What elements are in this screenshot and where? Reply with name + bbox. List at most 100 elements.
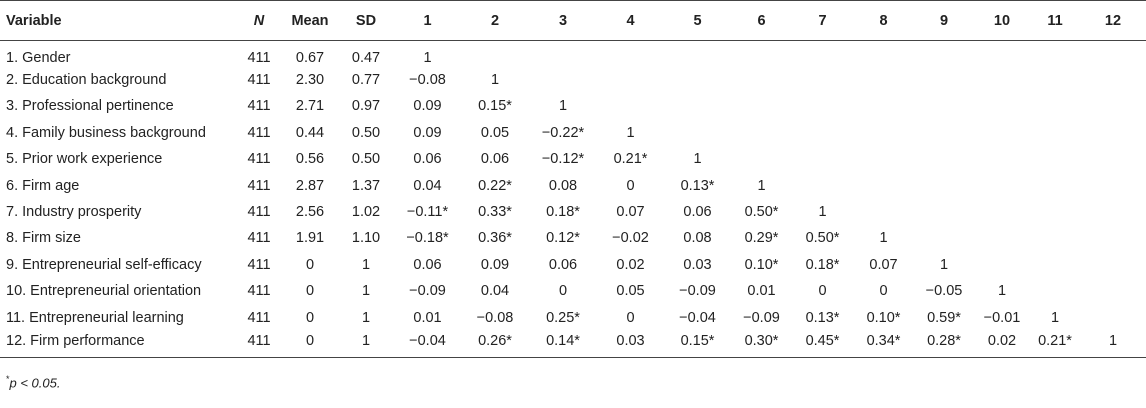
variable-name-cell: 5. Prior work experience	[6, 151, 163, 168]
table-row: 11. Entrepreneurial learning 411 0 1 0.01 −0.…	[0, 304, 1146, 330]
table-cell: 0.97	[351, 98, 381, 115]
table-cell: 0.50*	[744, 204, 779, 221]
table-cell: 0	[818, 283, 827, 300]
column-header: SD	[338, 0, 394, 41]
table-cell: 0.05	[616, 283, 645, 300]
table-row: 12. Firm performance 411 0 1 −0.04 0.26* 0.14*…	[0, 330, 1146, 358]
variable-name-cell: 6. Firm age	[6, 177, 80, 194]
table-cell: 0.10*	[744, 256, 779, 273]
table-cell: 0.30*	[731, 330, 792, 358]
table-cell: 0.67	[295, 49, 325, 66]
table-cell	[1080, 120, 1146, 146]
table-cell	[853, 199, 914, 225]
table-cell: 0	[305, 283, 315, 300]
table-cell	[1030, 252, 1080, 278]
table-cell: 0.09	[480, 256, 510, 273]
table-cell: 1	[879, 230, 888, 247]
table-cell: 0	[558, 283, 568, 300]
table-cell: 0.50	[351, 124, 381, 141]
table-cell	[597, 93, 664, 119]
table-cell: 0.59*	[927, 309, 961, 326]
table-cell: −0.01	[983, 309, 1021, 326]
table-cell	[731, 93, 792, 119]
table-cell	[792, 120, 853, 146]
table-cell: 0.02	[616, 256, 645, 273]
table-cell: 411	[247, 230, 271, 247]
table-cell	[792, 146, 853, 172]
table-row: 10. Entrepreneurial orientation 411 0 1 −0.0…	[0, 278, 1146, 304]
table-cell: 2.30	[295, 72, 325, 89]
column-header: 6	[731, 0, 792, 41]
table-cell: 0.44	[295, 124, 325, 141]
table-cell: −0.02	[612, 230, 649, 247]
table-cell	[1030, 67, 1080, 93]
table-cell: 1	[361, 283, 371, 300]
table-cell: 411	[247, 283, 271, 300]
table-cell: 0.45*	[792, 330, 853, 358]
table-cell: 0.09	[413, 124, 442, 141]
table-cell	[853, 120, 914, 146]
table-cell: −0.09	[743, 309, 780, 326]
table-cell: 411	[247, 49, 271, 66]
variable-name-cell: 10. Entrepreneurial orientation	[6, 283, 202, 300]
table-cell: 0.07	[616, 204, 645, 221]
variable-name-cell: 7. Industry prosperity	[6, 204, 142, 221]
table-cell: 0	[626, 309, 635, 326]
table-cell	[664, 41, 731, 67]
table-cell	[853, 41, 914, 67]
table-row: 2. Education background 411 2.30 0.77 −0.08 1	[0, 67, 1146, 93]
table-cell: 0.28*	[914, 330, 974, 358]
table-cell	[597, 67, 664, 93]
table-cell: 1	[1080, 330, 1146, 358]
table-cell	[1030, 93, 1080, 119]
table-cell: 0.18*	[805, 256, 840, 273]
table-cell	[974, 252, 1030, 278]
column-header: 4	[597, 0, 664, 41]
table-cell: 1.37	[351, 177, 381, 194]
table-cell: 0.50*	[805, 230, 840, 247]
variable-name-cell: 3. Professional pertinence	[6, 98, 174, 115]
table-row: 5. Prior work experience 411 0.56 0.50 0.06 0…	[0, 146, 1146, 172]
table-row: 7. Industry prosperity 411 2.56 1.02 −0.11* 0…	[0, 199, 1146, 225]
table-cell: 1	[558, 98, 568, 115]
table-cell: 0.08	[683, 230, 712, 247]
table-cell: 0.07	[869, 256, 898, 273]
table-cell	[731, 146, 792, 172]
table-cell: 0.01	[747, 283, 776, 300]
footnote-star: *	[6, 374, 10, 384]
table-cell: 0.03	[683, 256, 712, 273]
table-footnote: *p < 0.05.	[6, 374, 60, 390]
table-cell	[1080, 67, 1146, 93]
table-cell	[1030, 278, 1080, 304]
column-header: 10	[974, 0, 1030, 41]
table-cell: 2.71	[295, 98, 325, 115]
table-cell: −0.22*	[541, 124, 585, 141]
table-cell: 0.15*	[478, 98, 512, 115]
table-cell: 0.18*	[546, 204, 580, 221]
column-header: 3	[529, 0, 597, 41]
table-cell	[974, 67, 1030, 93]
table-cell: 0.34*	[853, 330, 914, 358]
table-cell: 411	[247, 151, 271, 168]
table-header: Variable N Mean SD 1 2 3 4 5 6 7 8 9 10 11 12	[0, 0, 1146, 41]
table-cell	[664, 120, 731, 146]
table-cell	[853, 146, 914, 172]
table-cell: 0.06	[413, 256, 442, 273]
table-cell: 0.13*	[805, 309, 840, 326]
table-cell: 0.02	[974, 330, 1030, 358]
table-cell	[792, 172, 853, 198]
table-cell: 0.04	[480, 283, 510, 300]
table-cell: 0	[626, 177, 635, 194]
table-cell: 0.33*	[478, 204, 512, 221]
table-cell: 1	[423, 49, 432, 66]
table-cell	[974, 93, 1030, 119]
table-cell: 1	[757, 177, 766, 194]
table-cell: 1	[693, 151, 702, 168]
table-cell	[853, 93, 914, 119]
table-cell: 0.29*	[744, 230, 779, 247]
table-cell	[1080, 304, 1146, 330]
table-cell	[664, 93, 731, 119]
header-row: Variable N Mean SD 1 2 3 4 5 6 7 8 9 10 11 12	[0, 0, 1146, 41]
column-header-variable: Variable	[0, 0, 236, 41]
table-cell	[1080, 252, 1146, 278]
